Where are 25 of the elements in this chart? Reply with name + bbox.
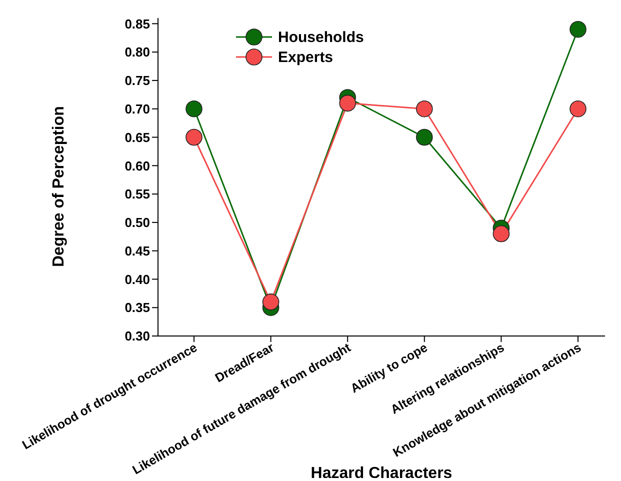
y-tick-label: 0.50	[124, 215, 150, 230]
y-tick-label: 0.80	[124, 44, 150, 60]
point	[262, 294, 280, 310]
x-axis-title: Hazard Characters	[310, 465, 452, 481]
point	[186, 128, 202, 146]
y-tick-label: 0.35	[124, 300, 150, 316]
point	[570, 20, 586, 38]
y-tick-label: 0.55	[124, 186, 150, 202]
y-tick-label: 0.40	[124, 272, 150, 287]
y-axis-title: Degree of Perception	[50, 106, 68, 267]
y-tick-label: 0.75	[124, 73, 150, 88]
y-tick-label: 0.85	[124, 16, 150, 32]
point	[416, 128, 433, 146]
point	[416, 100, 433, 118]
point	[186, 100, 202, 118]
y-tick-label: 0.65	[124, 130, 150, 145]
point	[570, 100, 586, 118]
point	[339, 94, 356, 112]
y-tick-label: 0.30	[124, 328, 150, 344]
y-tick-label: 0.60	[124, 158, 150, 174]
point	[492, 225, 510, 242]
y-tick-label: 0.45	[124, 243, 150, 258]
legend-label: Households	[278, 28, 364, 46]
legend-label: Experts	[278, 48, 334, 66]
y-tick-label: 0.70	[124, 101, 150, 116]
